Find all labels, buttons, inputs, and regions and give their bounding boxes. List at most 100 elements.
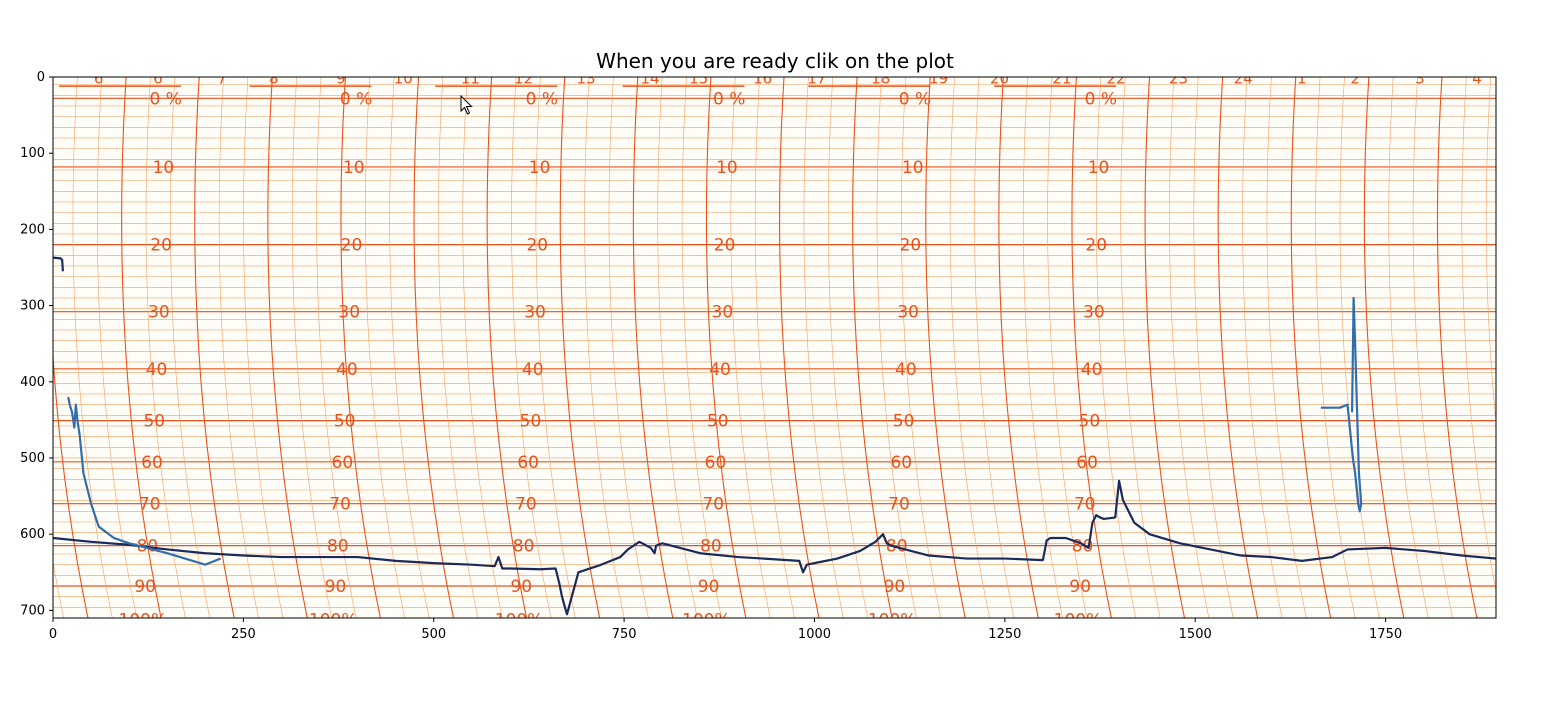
- chart-title: When you are ready clik on the plot: [596, 49, 954, 73]
- chart-paper-hour-label: 13: [576, 69, 595, 87]
- grid-arc: [389, 77, 430, 618]
- chart-paper-percent-label: 90: [884, 577, 906, 597]
- chart-paper-percent-label: 10: [1088, 158, 1110, 178]
- chart-paper-percent-label: 50: [707, 412, 729, 432]
- grid-arc: [511, 77, 552, 618]
- chart-paper-percent-label: 100%: [119, 611, 168, 631]
- chart-paper-hour-label: 7: [217, 69, 227, 87]
- trace-layer: [53, 256, 1496, 616]
- x-tick-label: 1000: [798, 627, 831, 642]
- chart-paper-percent-label: 30: [338, 303, 360, 323]
- chart-paper-hour-label: 1: [1297, 69, 1307, 87]
- chart-paper-hour-label: 8: [269, 69, 279, 87]
- grid-arc: [901, 77, 942, 618]
- chart-paper-percent-label: 50: [520, 412, 542, 432]
- grid-arc: [705, 77, 747, 618]
- x-tick-label: 500: [421, 627, 446, 642]
- grid-arc: [852, 77, 893, 618]
- chart-paper-hour-label: 23: [1169, 69, 1188, 87]
- chart-paper-percent-label: 50: [143, 412, 165, 432]
- grid-arc: [365, 77, 406, 618]
- chart-paper-percent-label: 40: [336, 360, 358, 380]
- grid-arc: [1217, 77, 1259, 618]
- chart-paper-percent-label: 30: [148, 303, 170, 323]
- grid-arc: [949, 77, 990, 618]
- grid-arc: [1022, 77, 1063, 618]
- chart-paper-percent-label: 40: [146, 360, 168, 380]
- chart-paper-hour-label: 9: [336, 69, 346, 87]
- chart-paper-percent-label: 10: [343, 158, 365, 178]
- chart-paper-hour-label: 6: [153, 69, 163, 87]
- x-tick-label: 250: [231, 627, 256, 642]
- grid-arc: [1169, 77, 1210, 618]
- chart-paper-hour-label: 19: [929, 69, 948, 87]
- chart-paper-hour-label: 22: [1106, 69, 1125, 87]
- grid-arc: [194, 77, 235, 618]
- chart-paper-percent-label: 50: [334, 412, 356, 432]
- chart-paper-percent-label: 30: [524, 303, 546, 323]
- grid-arc: [1266, 77, 1307, 618]
- y-tick-label: 400: [20, 375, 45, 390]
- chart-paper-percent-label: 90: [510, 577, 532, 597]
- grid-arc: [218, 77, 259, 618]
- chart-paper-percent-label: 0 %: [340, 89, 372, 109]
- grid-arc: [998, 77, 1039, 618]
- x-tick-label: 1750: [1369, 627, 1402, 642]
- grid-arc: [925, 77, 966, 618]
- grid-arc: [584, 77, 625, 618]
- chart-paper-percent-label: 30: [1083, 303, 1105, 323]
- chart-paper-hour-label: 3: [1415, 69, 1425, 87]
- chart-paper-hour-label: 15: [689, 69, 708, 87]
- grid-arc: [1339, 77, 1380, 618]
- chart-paper-hour-label: 2: [1350, 69, 1360, 87]
- chart-paper-percent-label: 10: [153, 158, 175, 178]
- y-tick-label: 500: [20, 451, 45, 466]
- chart-paper-percent-label: 20: [341, 236, 363, 256]
- chart-paper-percent-label: 30: [712, 303, 734, 323]
- chart-paper-percent-label: 10: [902, 158, 924, 178]
- grid-arc: [608, 77, 649, 618]
- grid-arc: [1363, 77, 1405, 618]
- chart-paper-percent-label: 70: [702, 495, 724, 515]
- grid-arc: [243, 77, 284, 618]
- chart-paper-percent-label: 20: [714, 236, 736, 256]
- mouse-pointer-icon: [460, 95, 473, 115]
- chart-paper-hour-label: 10: [394, 69, 413, 87]
- chart-paper-percent-label: 40: [1081, 360, 1103, 380]
- grid-arc: [754, 77, 795, 618]
- chart-paper-hour-label: 14: [640, 69, 659, 87]
- y-tick-label: 200: [20, 222, 45, 237]
- chart-paper-hour-label: 20: [990, 69, 1009, 87]
- grid-arc: [1315, 77, 1356, 618]
- chart-paper-percent-label: 100%: [495, 611, 544, 631]
- chart-paper-percent-label: 40: [522, 360, 544, 380]
- chart-paper-percent-label: 100%: [682, 611, 731, 631]
- grid-arc: [340, 77, 381, 618]
- chart-paper-percent-label: 80: [327, 537, 349, 557]
- chart-paper-hour-label: 6: [94, 69, 104, 87]
- x-tick-label: 1500: [1179, 627, 1212, 642]
- chart-paper-percent-label: 0 %: [1085, 89, 1117, 109]
- grid-arc: [1290, 77, 1332, 618]
- chart-paper-percent-label: 60: [890, 453, 912, 473]
- grid-arc: [1047, 77, 1088, 618]
- grid-arc: [1485, 77, 1496, 425]
- chart-paper-percent-label: 100%: [309, 611, 358, 631]
- chart-paper-percent-label: 20: [900, 236, 922, 256]
- chart-paper-percent-label: 70: [515, 495, 537, 515]
- series-line-3: [1320, 296, 1363, 513]
- grid-arc: [413, 77, 455, 618]
- y-tick-label: 0: [37, 70, 45, 85]
- chart-paper-percent-label: 70: [139, 495, 161, 515]
- grid-arc: [96, 77, 138, 618]
- series-line-2: [67, 396, 221, 566]
- plot-area[interactable]: 6 6 7 8 9 10 11 12 13 14 15 16 17 18 19 20 21 22 23 24 1 2 3 40…: [0, 69, 1552, 630]
- grid-arc: [291, 77, 332, 618]
- grid-arc: [1120, 77, 1161, 618]
- y-tick-label: 300: [20, 299, 45, 314]
- x-axis: 0 250 500 750 1000 1250 1500 1750: [49, 618, 1402, 642]
- grid-arc: [145, 77, 186, 618]
- grid-arc: [803, 77, 844, 618]
- chart-paper-hour-label: 24: [1234, 69, 1253, 87]
